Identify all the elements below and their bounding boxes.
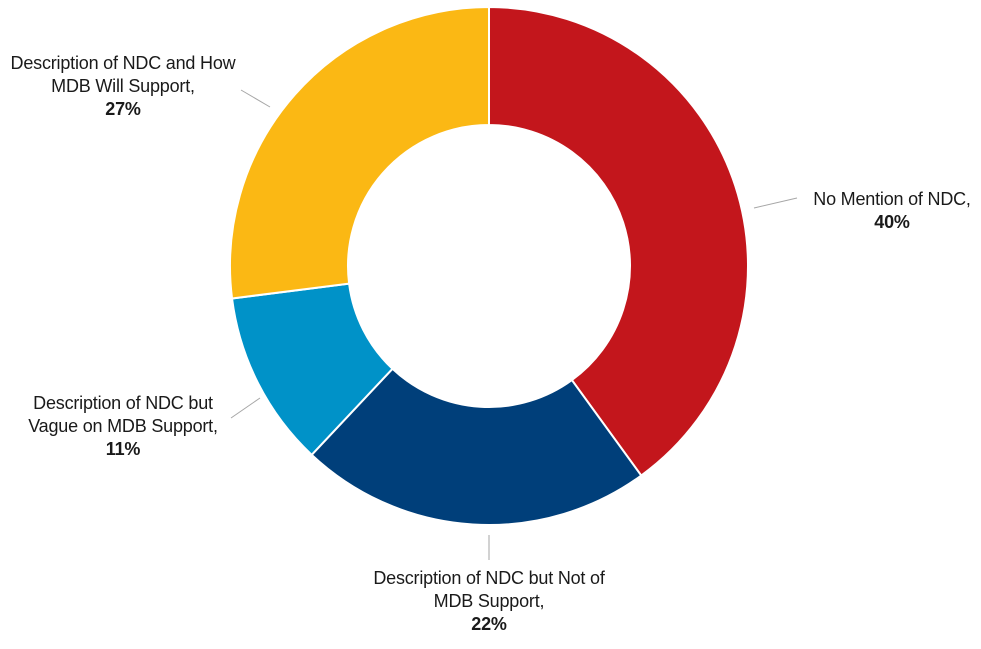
slice-label-value: 27% bbox=[105, 99, 141, 119]
leader-line-no-mention bbox=[753, 197, 798, 209]
slice-label-no-mention: No Mention of NDC, 40% bbox=[807, 188, 977, 234]
leader-line-vague-mdb-support bbox=[230, 397, 261, 419]
donut-slice-not-mdb-support bbox=[310, 367, 643, 526]
slice-label-value: 22% bbox=[471, 614, 507, 634]
slices-layer bbox=[229, 5, 749, 526]
leader-line-how-mdb-support bbox=[240, 89, 271, 108]
slice-label-text: Description of NDC but Not of MDB Suppor… bbox=[373, 568, 605, 611]
slice-label-value: 11% bbox=[105, 439, 141, 459]
slice-label-text: Description of NDC and How MDB Will Supp… bbox=[10, 53, 236, 96]
slice-label-how-mdb-support: Description of NDC and How MDB Will Supp… bbox=[8, 52, 238, 121]
slice-label-value: 40% bbox=[874, 212, 910, 232]
slice-label-text: Description of NDC but Vague on MDB Supp… bbox=[28, 393, 218, 436]
leaders-layer bbox=[230, 89, 798, 560]
slice-label-not-mdb-support: Description of NDC but Not of MDB Suppor… bbox=[364, 567, 614, 636]
slice-label-text: No Mention of NDC, bbox=[813, 189, 971, 209]
donut-slice-no-mention bbox=[488, 5, 749, 477]
donut-slice-how-mdb-support bbox=[229, 5, 490, 300]
slice-label-vague-mdb-support: Description of NDC but Vague on MDB Supp… bbox=[8, 392, 238, 461]
